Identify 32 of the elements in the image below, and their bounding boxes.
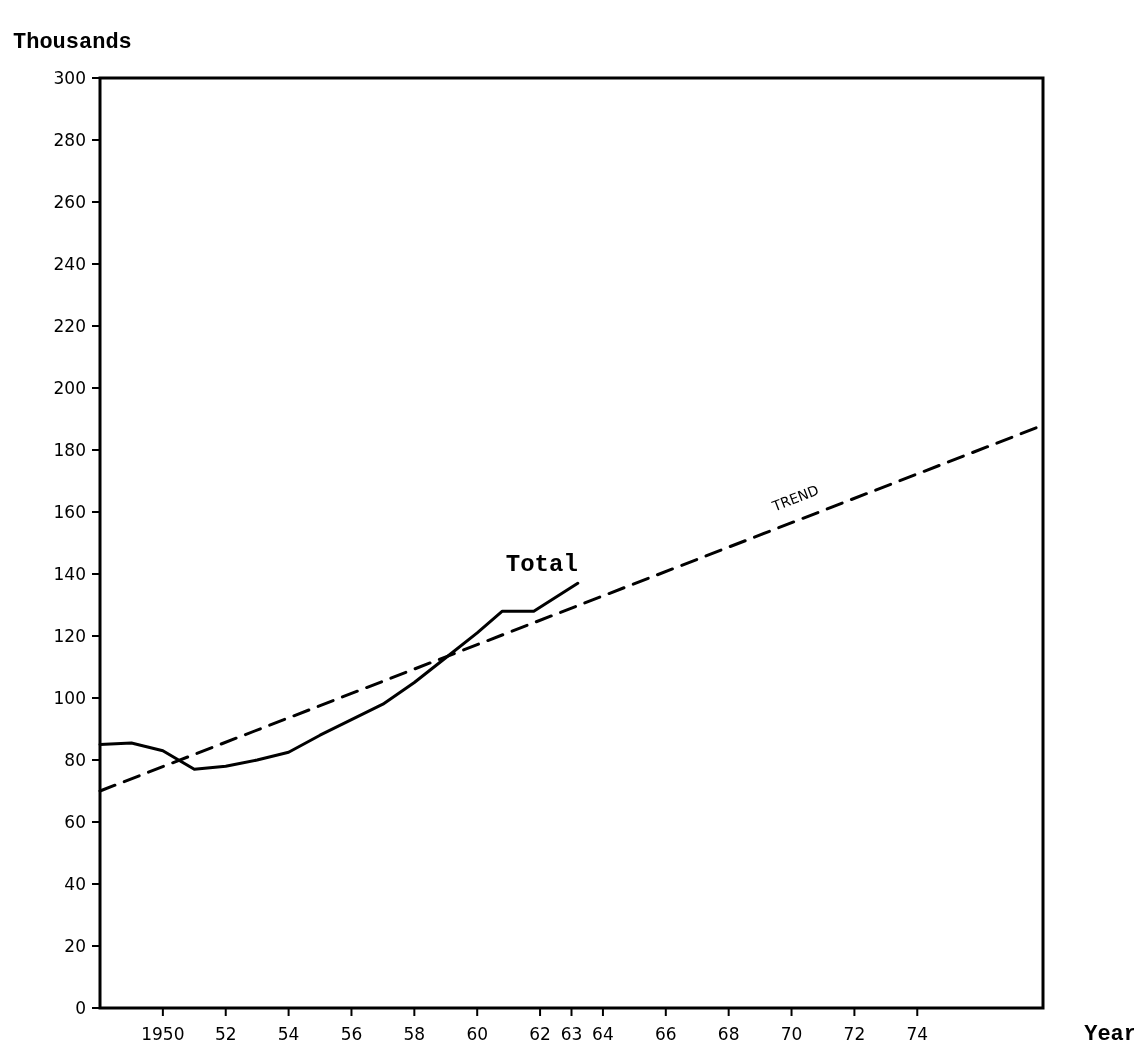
x-tick-label: 58: [403, 1024, 426, 1044]
x-tick-label: 54: [277, 1024, 300, 1044]
y-tick-label: 240: [53, 253, 86, 274]
y-tick-label: 180: [53, 439, 86, 460]
y-tick-label: 100: [53, 687, 86, 708]
y-tick-label: 20: [64, 935, 86, 956]
y-tick-label: 60: [64, 811, 86, 832]
y-tick-label: 0: [75, 997, 86, 1018]
x-tick-label: 72: [843, 1024, 866, 1044]
y-tick-label: 260: [53, 191, 86, 212]
x-tick-label: 56: [340, 1024, 363, 1044]
y-tick-label: 80: [64, 749, 86, 770]
y-tick-label: 120: [53, 625, 86, 646]
x-tick-label: 63: [560, 1024, 583, 1044]
x-tick-label: 68: [717, 1024, 740, 1044]
x-tick-label: 70: [780, 1024, 803, 1044]
y-axis-title: Thousands: [13, 30, 132, 55]
y-tick-label: 280: [53, 129, 86, 150]
y-tick-label: 200: [53, 377, 86, 398]
x-tick-label: 66: [654, 1024, 677, 1044]
x-tick-label: 60: [466, 1024, 489, 1044]
x-tick-label: 1950: [141, 1024, 185, 1044]
series-label: Total: [505, 551, 578, 579]
x-tick-label: 74: [906, 1024, 929, 1044]
x-tick-label: 62: [529, 1024, 551, 1044]
y-tick-label: 300: [53, 67, 86, 88]
y-tick-label: 220: [53, 315, 86, 336]
x-tick-label: 64: [592, 1024, 614, 1044]
y-tick-label: 140: [53, 563, 86, 584]
x-tick-label: 52: [214, 1024, 237, 1044]
y-tick-label: 40: [64, 873, 86, 894]
y-tick-label: 160: [53, 501, 86, 522]
